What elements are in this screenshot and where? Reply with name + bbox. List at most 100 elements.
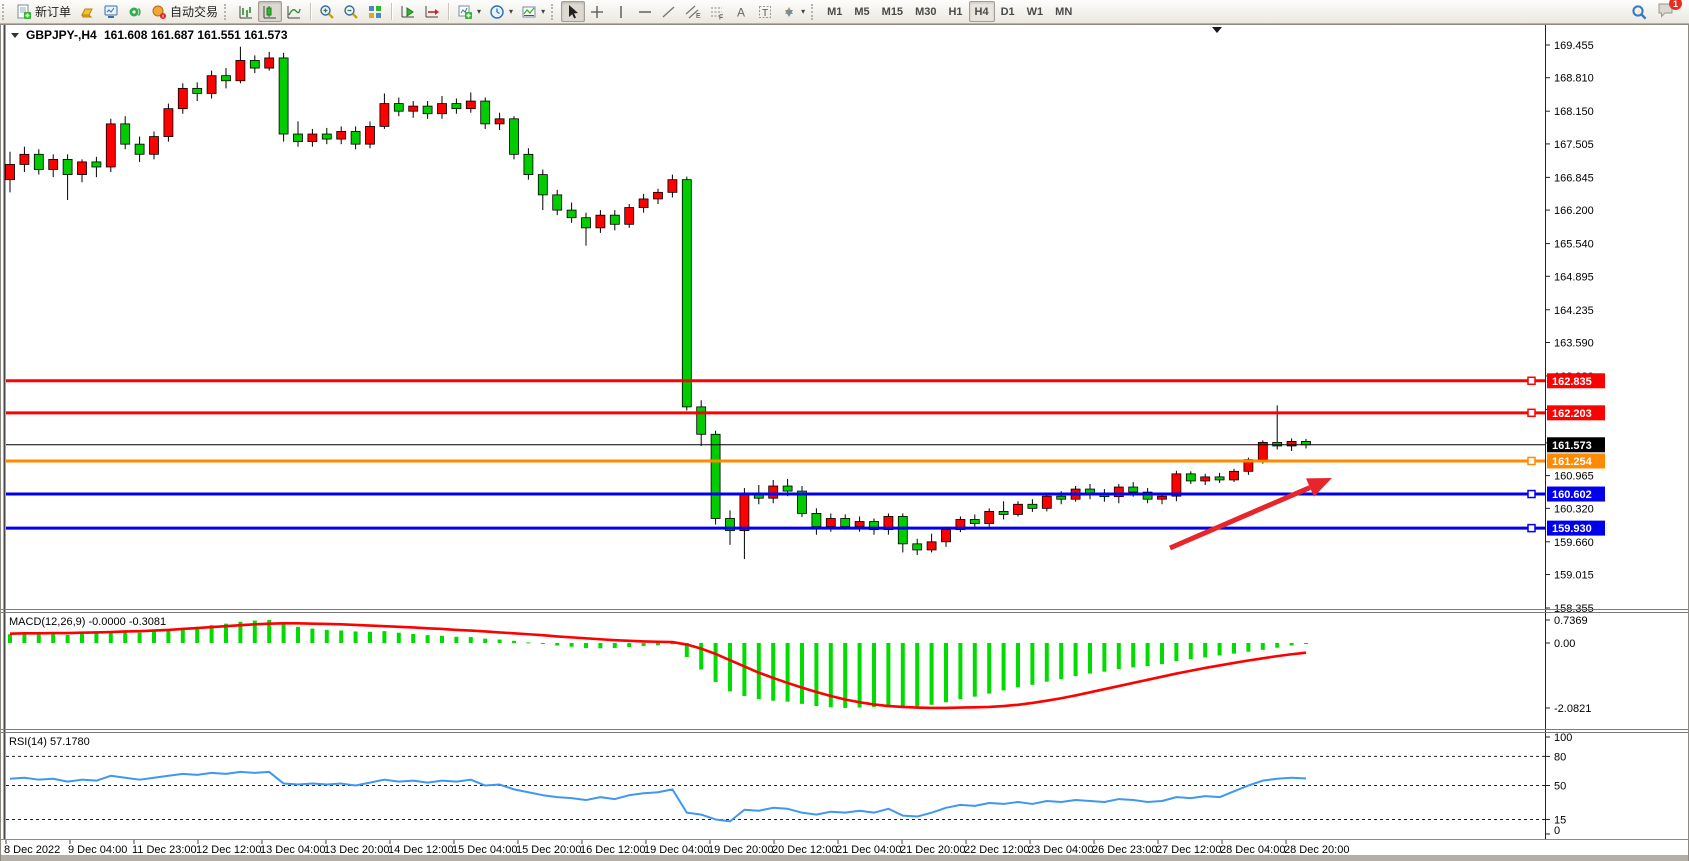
rsi-tick-label: 0 xyxy=(1554,825,1560,837)
timeframe-button-W1[interactable]: W1 xyxy=(1026,5,1044,18)
cursor-tool-button[interactable] xyxy=(561,1,586,22)
time-axis[interactable]: 8 Dec 2022 9 Dec 04:00 11 Dec 23:00 12 Dec … xyxy=(4,840,1349,856)
horizontal-lines[interactable] xyxy=(6,376,1545,533)
trend-arrow[interactable] xyxy=(1169,478,1332,551)
candle-body xyxy=(768,485,779,499)
macd-histogram-bar xyxy=(1088,643,1092,674)
zoom-out-button[interactable] xyxy=(339,1,363,22)
candle-body xyxy=(264,57,275,69)
candle-body xyxy=(1200,476,1211,482)
macd-histogram-bar xyxy=(785,643,790,702)
macd-histogram-bar xyxy=(944,643,948,703)
rsi-line xyxy=(9,770,1307,823)
price-axis[interactable]: 169.455 168.810 168.150 167.505 166.845 166.2… xyxy=(1545,25,1605,839)
toolbar-grip[interactable] xyxy=(811,3,817,20)
hline-handle[interactable] xyxy=(1527,408,1536,418)
timeframe-button-D1[interactable]: D1 xyxy=(1000,5,1015,18)
macd-histogram-bar xyxy=(1217,643,1222,656)
candle-body xyxy=(62,158,73,175)
candle-body xyxy=(235,60,246,82)
legend-collapse-icon[interactable] xyxy=(11,33,19,38)
hline-handle[interactable] xyxy=(1527,376,1536,386)
search-icon[interactable] xyxy=(1631,4,1647,20)
periods-button[interactable]: ▾ xyxy=(485,1,517,22)
arrows-tool-button[interactable]: ▾ xyxy=(777,1,809,22)
candlestick-chart-button[interactable] xyxy=(258,1,283,22)
indicators-button[interactable]: ▾ xyxy=(517,1,549,22)
vertical-line-tool-button[interactable] xyxy=(609,1,633,22)
timeframe-button-M1[interactable]: M1 xyxy=(827,5,843,18)
price-line-label-text: 162.835 xyxy=(1552,376,1592,388)
price-line-label xyxy=(1547,486,1605,502)
sound-button[interactable] xyxy=(123,1,147,22)
price-tick-label: 168.150 xyxy=(1554,106,1594,118)
bar-chart-icon xyxy=(238,4,254,20)
hline-handle[interactable] xyxy=(1527,523,1536,533)
macd-histogram-bar xyxy=(382,631,387,643)
macd-histogram-bar xyxy=(166,629,171,643)
trendline-tool-button[interactable] xyxy=(657,1,681,22)
arrow-shaft[interactable] xyxy=(1169,485,1311,551)
svg-text:T: T xyxy=(762,8,768,19)
candle-body xyxy=(1214,476,1225,481)
horizontal-line-tool-button[interactable] xyxy=(633,1,657,22)
macd-histogram-bar xyxy=(497,639,502,643)
text-tool-button[interactable]: A xyxy=(729,1,753,22)
panel-separators[interactable] xyxy=(1,609,1688,840)
macd-histogram-bar xyxy=(1260,643,1265,650)
new-chart-button[interactable]: ▾ xyxy=(453,1,485,22)
macd-histogram-bar xyxy=(1116,643,1121,670)
timeframe-button-H1[interactable]: H1 xyxy=(948,5,963,18)
arrow-head[interactable] xyxy=(1306,478,1332,497)
toolbar-grip[interactable] xyxy=(224,3,230,20)
toolbar-grip[interactable] xyxy=(2,3,8,20)
timeframe-button-M15[interactable]: M15 xyxy=(881,5,904,18)
tile-windows-button[interactable] xyxy=(363,1,387,22)
macd-histogram-bar xyxy=(483,638,488,643)
auto-scroll-button[interactable] xyxy=(396,1,420,22)
text-label-tool-button[interactable]: T xyxy=(753,1,777,22)
notifications-button[interactable]: 1 xyxy=(1657,0,1682,21)
hline-handle[interactable] xyxy=(1527,456,1536,466)
fibonacci-icon: F xyxy=(709,4,725,21)
chart-shift-icon xyxy=(424,4,440,20)
macd-histogram-bar xyxy=(368,631,372,643)
time-tick-label: 28 Dec 20:00 xyxy=(1284,844,1349,856)
chevron-down-icon: ▾ xyxy=(801,7,806,16)
hline-handle[interactable] xyxy=(1527,489,1536,499)
new-order-button[interactable]: 新订单 xyxy=(12,1,75,22)
time-tick-label: 15 Dec 04:00 xyxy=(452,844,517,856)
rsi-tick-label: 15 xyxy=(1554,814,1566,826)
timeframe-button-M5[interactable]: M5 xyxy=(854,5,870,18)
macd-histogram-bar xyxy=(656,643,660,646)
macd-histogram-bar xyxy=(742,643,747,697)
market-watch-button[interactable] xyxy=(75,1,99,22)
timeframe-button-H4[interactable]: H4 xyxy=(968,1,995,22)
macd-histogram-bar xyxy=(252,620,257,643)
chart-shift-button[interactable] xyxy=(420,1,444,22)
macd-histogram-bar xyxy=(771,643,776,701)
line-chart-button[interactable] xyxy=(282,1,306,22)
crosshair-tool-button[interactable] xyxy=(585,1,609,22)
timeframe-button-MN[interactable]: MN xyxy=(1055,5,1073,18)
candle-body xyxy=(105,123,116,168)
price-line-label-text: 161.573 xyxy=(1552,440,1592,452)
channel-tool-button[interactable]: E xyxy=(681,1,705,22)
candle-body xyxy=(1142,491,1153,500)
chart-shift-marker-icon[interactable] xyxy=(1212,27,1222,33)
bar-chart-button[interactable] xyxy=(234,1,258,22)
macd-histogram-bar xyxy=(108,631,113,643)
candle-body xyxy=(1301,440,1311,446)
terminal-button[interactable] xyxy=(99,1,123,22)
fibonacci-tool-button[interactable]: F xyxy=(705,1,729,22)
macd-histogram-bar xyxy=(612,643,617,648)
toolbar-separator xyxy=(310,3,312,20)
toolbar-grip[interactable] xyxy=(551,3,557,20)
autotrading-button[interactable]: 自动交易 xyxy=(147,1,222,22)
candle-body xyxy=(33,153,44,170)
chart-surface[interactable]: 169.455 168.810 168.150 167.505 166.845 166.2… xyxy=(0,24,1689,861)
timeframe-button-M30[interactable]: M30 xyxy=(915,5,937,18)
candle-body xyxy=(667,179,678,193)
price-tick-label: 167.505 xyxy=(1554,139,1594,151)
zoom-in-button[interactable] xyxy=(315,1,339,22)
